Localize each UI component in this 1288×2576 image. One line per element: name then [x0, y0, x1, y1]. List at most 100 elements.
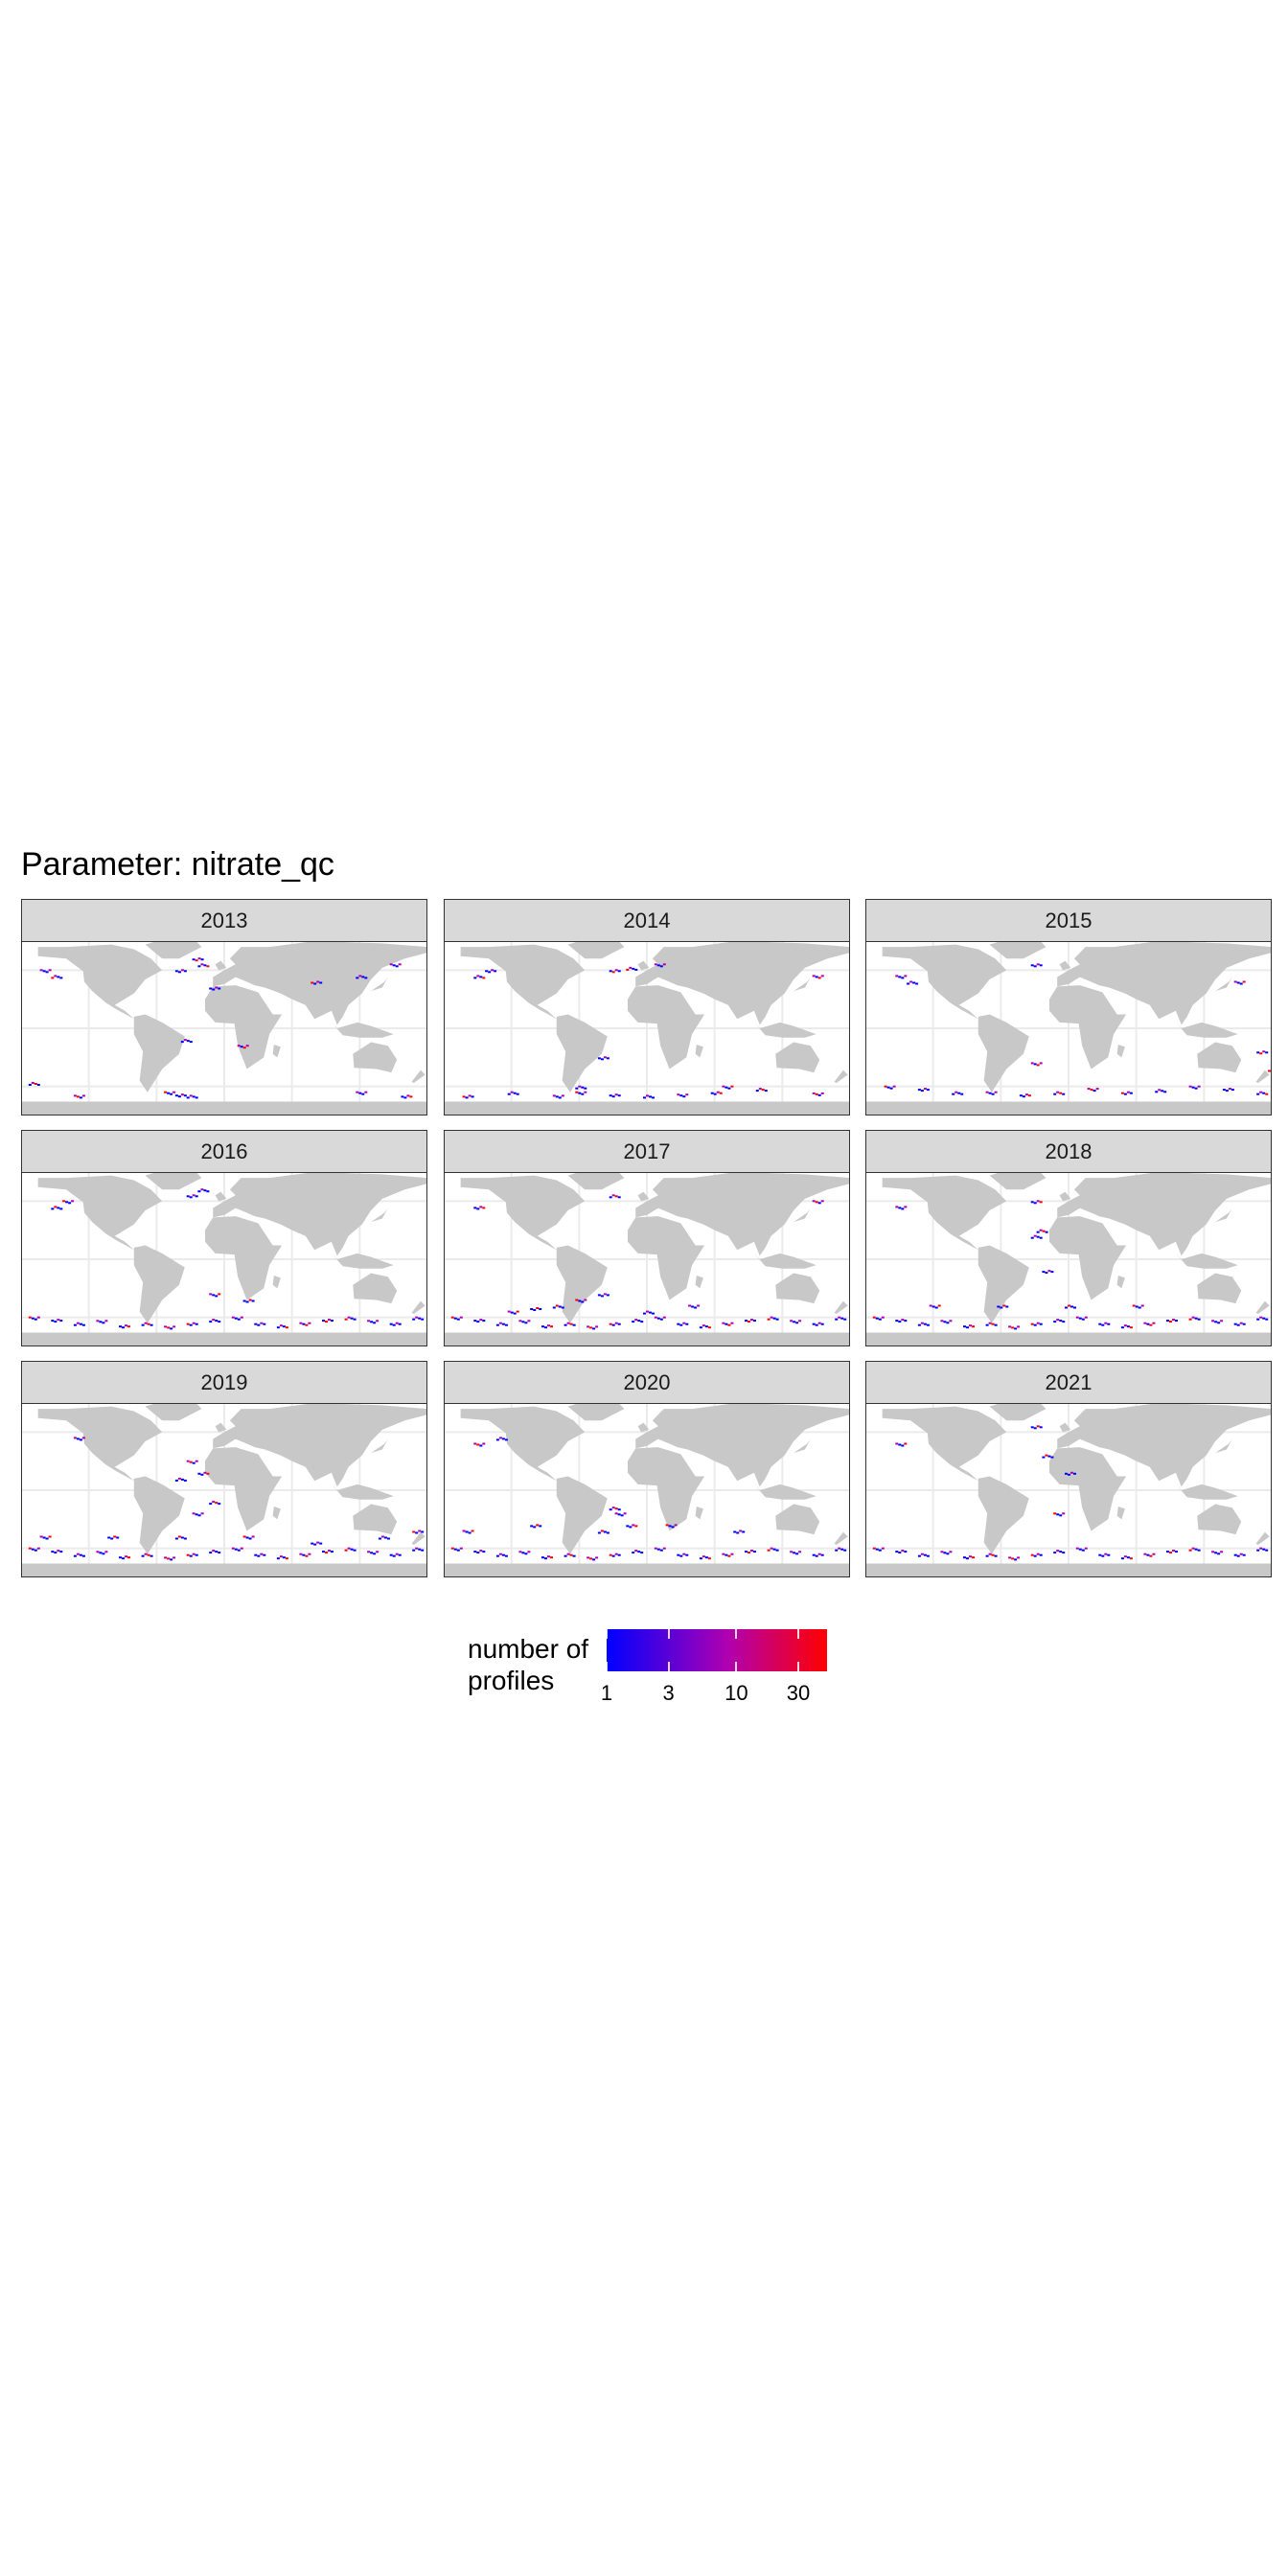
profile-point [985, 1091, 989, 1093]
facet-strip-label: 2015 [865, 899, 1272, 942]
profile-point [1014, 1558, 1018, 1561]
profile-point [462, 1530, 466, 1532]
profile-point [1033, 1234, 1037, 1237]
profile-point [656, 1548, 660, 1551]
land-mass [865, 1332, 1272, 1346]
profile-cluster [597, 1056, 610, 1061]
profile-point [347, 1316, 351, 1319]
profile-cluster [51, 1319, 63, 1323]
profile-point [245, 1536, 249, 1539]
profile-point [1017, 1556, 1021, 1559]
land-mass [133, 1014, 185, 1092]
profile-point [96, 1551, 100, 1553]
profile-point [218, 987, 221, 990]
profile-point [395, 965, 399, 968]
profile-point [656, 964, 660, 967]
profile-cluster [299, 1552, 311, 1557]
profile-point [1062, 1512, 1066, 1515]
profile-point [1166, 1320, 1169, 1322]
land-mass [556, 1245, 608, 1323]
profile-point [716, 1091, 720, 1093]
profile-point [875, 1548, 879, 1551]
profile-point [1242, 980, 1246, 983]
profile-point [518, 1320, 522, 1322]
land-mass [1048, 985, 1127, 1070]
profile-point [36, 1547, 40, 1550]
profile-point [367, 1551, 371, 1553]
profile-point [344, 1549, 348, 1552]
profile-cluster [450, 1316, 463, 1321]
profile-point [183, 1479, 187, 1482]
profile-point [415, 1531, 419, 1534]
profile-point [240, 1046, 243, 1048]
profile-cluster [790, 1320, 802, 1324]
profile-point [218, 1552, 221, 1554]
profile-point [662, 963, 666, 966]
land-mass [1255, 1531, 1270, 1546]
profile-cluster [254, 1322, 266, 1326]
profile-point [572, 1323, 576, 1326]
profile-point [988, 1092, 992, 1094]
profile-point [761, 1089, 765, 1092]
profile-point [991, 1553, 995, 1556]
profile-point [682, 1095, 686, 1098]
land-mass [635, 1172, 850, 1256]
profile-point [1120, 1557, 1124, 1560]
profile-point [1211, 1551, 1215, 1553]
profile-point [28, 1547, 32, 1550]
world-map [444, 1403, 850, 1577]
profile-point [739, 1530, 743, 1532]
land-mass [1116, 1275, 1125, 1289]
profile-point [456, 1318, 460, 1321]
profile-point [48, 969, 52, 972]
profile-cluster [985, 1552, 998, 1557]
profile-point [59, 1320, 63, 1322]
profile-point [453, 1548, 457, 1551]
profile-point [817, 1322, 821, 1324]
profile-point [316, 1541, 320, 1544]
profile-point [1242, 1322, 1246, 1325]
profile-point [878, 1318, 882, 1321]
profile-point [1078, 1548, 1082, 1551]
facet-panel: 2015 [865, 899, 1272, 1116]
profile-point [1129, 1557, 1133, 1560]
profile-point [167, 1092, 171, 1094]
profile-cluster [564, 1552, 576, 1557]
legend-tick-mark [606, 1629, 608, 1639]
profile-point [654, 1316, 657, 1319]
profile-cluster [530, 1307, 542, 1311]
land-mass [353, 1042, 398, 1073]
profile-point [699, 1326, 702, 1329]
profile-point [997, 1305, 1000, 1308]
profile-point [192, 1194, 196, 1197]
profile-point [544, 1326, 547, 1329]
profile-point [589, 1326, 593, 1329]
profile-cluster [186, 1552, 198, 1557]
profile-cluster [174, 1535, 187, 1540]
profile-cluster [39, 969, 52, 974]
profile-point [370, 1552, 374, 1554]
land-mass [627, 985, 705, 1070]
profile-cluster [1030, 1322, 1043, 1326]
profile-point [174, 970, 178, 973]
profile-point [597, 1057, 601, 1060]
profile-cluster [231, 1316, 243, 1321]
profile-point [592, 1558, 596, 1561]
profile-point [595, 1325, 599, 1328]
profile-point [1056, 1091, 1060, 1093]
profile-point [949, 1320, 953, 1322]
profile-point [186, 1096, 190, 1099]
profile-point [164, 1325, 168, 1328]
profile-point [817, 1202, 821, 1205]
profile-point [1230, 1089, 1234, 1092]
profile-point [1019, 1094, 1023, 1097]
profile-point [347, 1547, 351, 1550]
profile-point [1175, 1551, 1178, 1553]
profile-point [1225, 1090, 1229, 1092]
profile-point [595, 1556, 599, 1559]
profile-point [141, 1323, 145, 1326]
profile-point [812, 1553, 816, 1556]
profile-point [251, 1535, 255, 1538]
profile-cluster [699, 1324, 711, 1329]
facet-strip-label: 2017 [444, 1130, 850, 1173]
